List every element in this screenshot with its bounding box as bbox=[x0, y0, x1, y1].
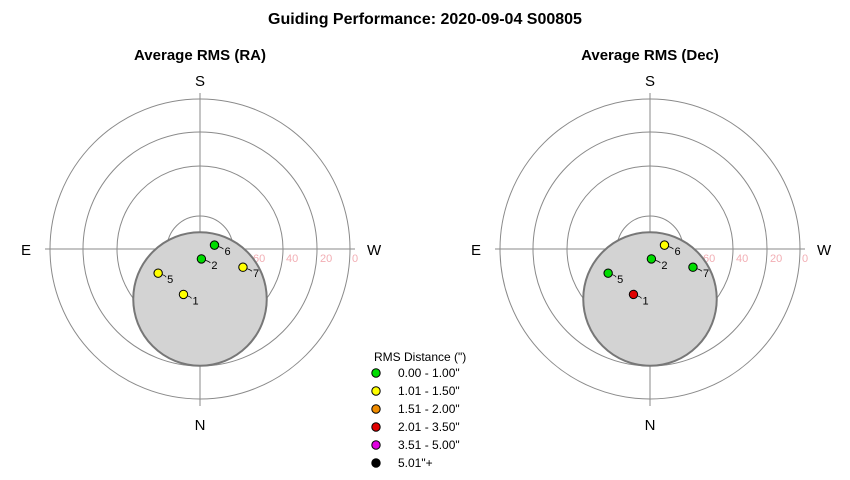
altitude-tick-label: 20 bbox=[320, 253, 332, 265]
panel-title-ra: Average RMS (RA) bbox=[134, 47, 266, 64]
direction-label-bottom: N bbox=[645, 417, 656, 434]
legend-label: 2.01 - 3.50" bbox=[398, 420, 460, 434]
legend-swatch bbox=[371, 440, 381, 450]
data-point bbox=[646, 254, 657, 264]
altitude-tick-label: 0 bbox=[802, 253, 808, 265]
data-point bbox=[153, 268, 163, 278]
direction-label-left: E bbox=[471, 242, 481, 259]
figure-title: Guiding Performance: 2020-09-04 S00805 bbox=[268, 11, 582, 28]
point-label: 1 bbox=[192, 295, 198, 307]
panel-title-dec: Average RMS (Dec) bbox=[581, 47, 719, 64]
legend: RMS Distance (") 0.00 - 1.00" 1.01 - 1.50… bbox=[371, 350, 466, 470]
point-label: 2 bbox=[661, 260, 667, 272]
legend-label: 1.01 - 1.50" bbox=[398, 384, 460, 398]
altitude-tick-label: 40 bbox=[736, 253, 748, 265]
data-point bbox=[688, 262, 698, 272]
legend-label: 5.01"+ bbox=[398, 456, 433, 470]
altitude-tick-label: 40 bbox=[286, 253, 298, 265]
obstruction-disc bbox=[582, 231, 718, 367]
direction-label-top: S bbox=[195, 73, 205, 90]
data-point bbox=[178, 289, 189, 300]
legend-label: 1.51 - 2.00" bbox=[398, 402, 460, 416]
point-label: 7 bbox=[703, 268, 709, 280]
data-point bbox=[628, 289, 639, 300]
altitude-tick-label: 0 bbox=[352, 253, 358, 265]
legend-swatch bbox=[371, 368, 381, 378]
direction-label-top: S bbox=[645, 73, 655, 90]
direction-label-right: W bbox=[817, 242, 832, 259]
altitude-tick-label: 20 bbox=[770, 253, 782, 265]
legend-swatch bbox=[371, 386, 381, 396]
legend-title: RMS Distance (") bbox=[374, 350, 466, 364]
legend-swatch bbox=[371, 422, 381, 432]
direction-label-left: E bbox=[21, 242, 31, 259]
legend-swatch bbox=[371, 458, 381, 468]
direction-label-bottom: N bbox=[195, 417, 206, 434]
data-point bbox=[196, 254, 207, 264]
obstruction-disc bbox=[132, 231, 268, 367]
data-point bbox=[209, 240, 220, 250]
point-label: 5 bbox=[167, 274, 173, 286]
direction-label-right: W bbox=[367, 242, 382, 259]
point-label: 6 bbox=[224, 246, 230, 258]
point-label: 5 bbox=[617, 274, 623, 286]
point-label: 7 bbox=[253, 268, 259, 280]
legend-label: 0.00 - 1.00" bbox=[398, 366, 460, 380]
point-label: 2 bbox=[211, 260, 217, 272]
data-point bbox=[659, 240, 670, 250]
point-label: 6 bbox=[674, 246, 680, 258]
point-label: 1 bbox=[642, 295, 648, 307]
data-point bbox=[603, 268, 613, 278]
legend-swatch bbox=[371, 404, 381, 414]
data-point bbox=[238, 262, 248, 272]
legend-label: 3.51 - 5.00" bbox=[398, 438, 460, 452]
